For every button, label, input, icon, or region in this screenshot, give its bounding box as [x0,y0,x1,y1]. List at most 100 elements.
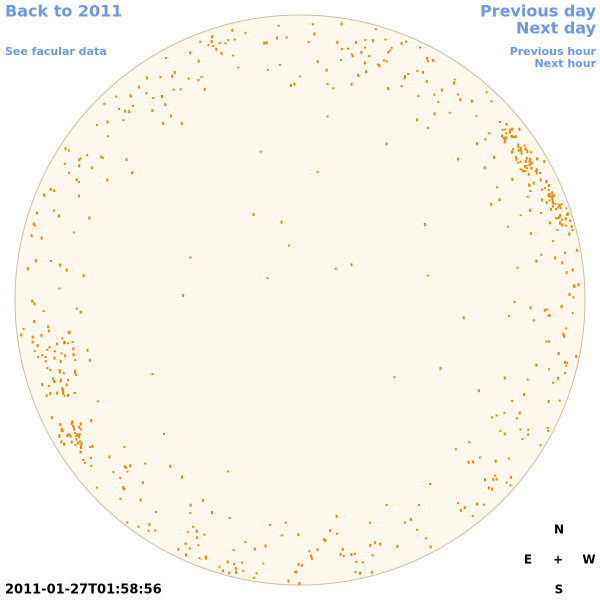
facula [523,144,526,147]
facula [312,23,314,26]
facula [155,511,158,513]
facula [95,486,98,489]
facula [31,340,34,344]
facula [259,150,262,153]
facula [199,40,202,43]
facula [80,442,83,445]
facula [202,498,205,502]
facula [58,434,61,437]
facula [82,274,85,278]
facula [151,109,154,112]
facula [559,221,561,224]
facula [342,555,345,558]
facula [26,267,29,271]
facula [64,147,67,151]
facula [79,422,82,426]
facula [568,293,571,296]
facula [297,533,300,537]
facula [78,433,81,436]
facula [432,58,435,62]
facula [396,544,399,548]
facula [49,392,52,396]
facula [335,514,338,518]
back-link[interactable]: Back to 2011 [5,2,122,21]
facular-data-link[interactable]: See facular data [5,45,107,58]
facula [560,218,563,221]
facula [521,169,524,173]
facula [59,359,62,362]
facula [559,213,562,217]
facula [471,515,474,518]
facula [569,219,571,222]
facula [539,172,542,174]
facula [374,28,377,31]
facula [484,478,486,482]
facula [46,367,49,370]
facula [20,333,23,337]
facula [48,384,50,387]
facula [355,560,357,563]
previous-day-link[interactable]: Previous day [480,2,597,21]
facula [55,342,58,346]
facula [244,541,247,543]
facula [108,455,111,459]
facula [100,155,103,159]
facula [41,383,44,386]
facula [300,563,303,567]
facula [316,171,319,174]
facula [278,63,281,66]
facula [517,143,520,146]
facula [218,565,221,568]
facula [253,547,256,551]
facula [212,45,215,47]
facula [517,148,520,152]
facula [122,486,125,490]
facula [494,459,497,463]
facula [340,48,343,50]
facula [340,59,342,61]
facula [551,194,554,198]
facula [47,325,50,329]
facula [519,428,522,431]
facula [499,429,502,432]
facula [492,477,495,481]
facula [459,509,462,512]
facula [403,76,406,80]
facula [71,341,74,343]
facula [524,147,527,151]
facula [505,481,508,484]
facula [495,414,498,417]
facula [139,498,142,502]
previous-hour-link[interactable]: Previous hour [510,45,597,58]
facula [228,571,231,575]
next-hour-link[interactable]: Next hour [535,57,597,70]
facula [535,259,538,263]
facula [495,186,498,189]
facula [519,168,522,171]
facula [525,156,528,160]
facula [35,211,38,215]
facula [298,75,301,78]
facula [368,55,371,58]
facula [148,522,151,526]
facula [509,484,512,487]
facula [350,82,353,86]
facula [556,377,559,380]
facula [285,36,288,39]
facula [530,161,533,165]
facula [389,49,392,52]
facula [547,429,550,432]
facula [78,435,81,439]
facula [227,39,230,42]
facula [62,372,65,375]
facula [211,35,214,39]
facula [64,354,67,358]
next-day-link[interactable]: Next day [516,19,597,38]
facula [182,293,185,297]
facula [551,240,554,243]
facula [527,428,530,431]
facula [575,354,578,358]
facula [61,386,64,390]
facula [369,543,372,547]
